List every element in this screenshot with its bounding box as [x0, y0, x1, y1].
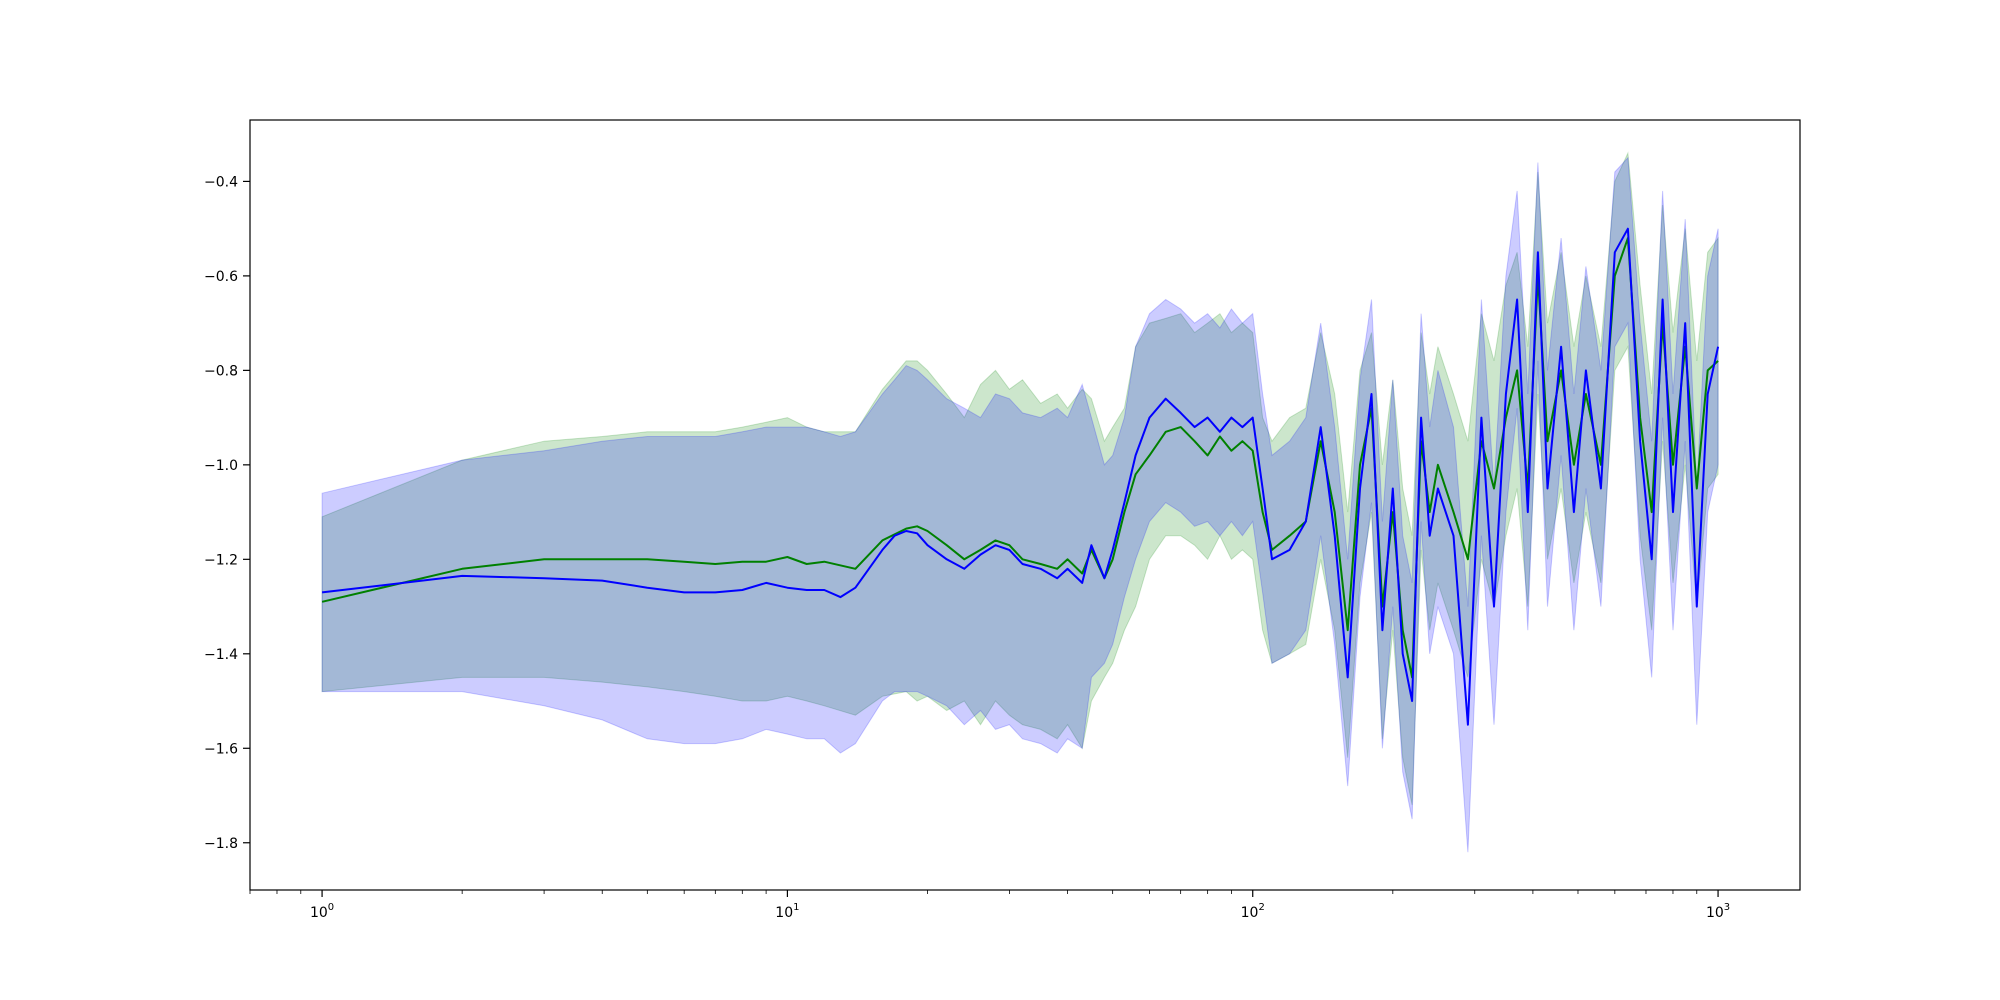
y-tick-label-3: −1.0	[204, 458, 238, 474]
x-tick-label-3: 103	[1706, 902, 1730, 921]
plot-area	[321, 151, 1720, 853]
x-tick-label-exponent: 1	[793, 902, 799, 913]
y-tick-label-2: −0.8	[204, 363, 238, 379]
x-tick-label-0: 100	[310, 902, 334, 921]
series-1-line	[321, 227, 1720, 726]
y-tick-label-7: −1.8	[204, 836, 238, 852]
x-tick-label-base: 10	[775, 905, 793, 921]
x-tick-label-exponent: 0	[328, 902, 334, 913]
x-tick-label-base: 10	[1241, 905, 1259, 921]
x-tick-label-exponent: 2	[1258, 902, 1264, 913]
x-tick-label-base: 10	[310, 905, 328, 921]
series-0-band	[321, 151, 1719, 806]
axes-frame	[249, 119, 1801, 891]
x-tick-label-1: 101	[775, 902, 799, 921]
y-tick-label-1: −0.6	[204, 269, 238, 285]
series-0-line	[321, 237, 1719, 679]
x-tick-label-2: 102	[1241, 902, 1265, 921]
x-tick-label-exponent: 3	[1724, 902, 1730, 913]
x-axis: 100 101 102 103	[249, 890, 1730, 921]
y-tick-label-6: −1.6	[204, 741, 238, 757]
y-tick-label-4: −1.2	[204, 552, 238, 568]
series-1-band	[321, 156, 1719, 853]
y-tick-label-0: −0.4	[204, 174, 238, 190]
y-axis: −0.4 −0.6 −0.8 −1.0 −1.2 −1.4 −1.6 −1.8	[204, 174, 250, 852]
y-tick-label-5: −1.4	[204, 647, 238, 663]
x-tick-label-base: 10	[1706, 905, 1724, 921]
